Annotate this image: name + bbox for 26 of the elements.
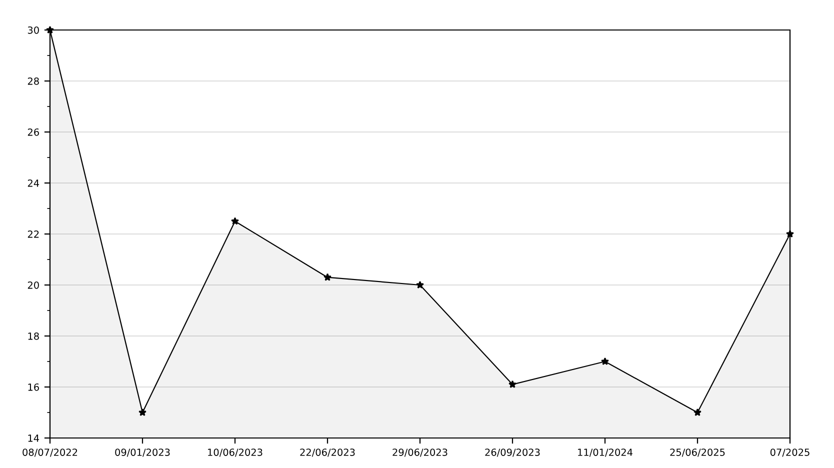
x-tick-label: 08/07/2022 <box>22 448 78 457</box>
y-tick-label: 18 <box>28 332 39 340</box>
x-tick-label: 07/2025 <box>770 448 810 457</box>
y-tick-label: 28 <box>28 77 39 85</box>
y-tick-label: 14 <box>28 434 40 442</box>
point <box>416 280 424 289</box>
point <box>694 408 702 416</box>
point <box>324 273 332 281</box>
x-tick-label: 11/01/2024 <box>578 448 632 457</box>
point <box>508 380 516 388</box>
x-tick-label: 25/06/2025 <box>670 448 725 457</box>
point <box>601 357 609 366</box>
x-tick-label: 22/06/2023 <box>300 448 355 457</box>
y-tick-label: 26 <box>28 128 39 136</box>
y-tick-label: 24 <box>28 179 40 187</box>
y-tick-label: 16 <box>28 383 39 391</box>
x-tick-label: 29/06/2023 <box>392 448 448 457</box>
point <box>231 217 239 225</box>
point <box>138 408 146 416</box>
point <box>786 230 794 238</box>
x-tick-label: 09/01/2023 <box>115 448 170 457</box>
y-tick-label: 20 <box>28 281 39 289</box>
y-tick-label: 30 <box>28 26 39 34</box>
y-tick-label: 22 <box>28 230 39 238</box>
x-tick-label: 26/09/2023 <box>485 448 540 457</box>
x-tick-label: 10/06/2023 <box>208 448 262 457</box>
